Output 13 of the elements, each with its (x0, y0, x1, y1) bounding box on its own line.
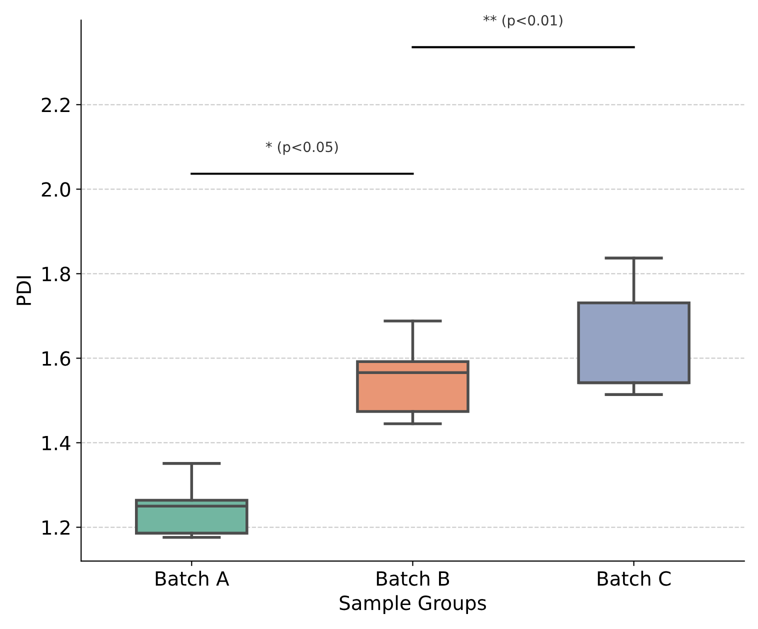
y-tick-label: 1.8 (42, 266, 70, 282)
y-tick-label: 1.2 (42, 520, 70, 535)
x-axis-title: Sample Groups (340, 595, 486, 614)
annotation: * (p<0.05) (266, 141, 338, 155)
x-tick-label: Batch C (598, 570, 671, 586)
y-tick-label: 1.4 (42, 436, 70, 450)
x-tick-label: Batch B (376, 570, 450, 586)
y-tick-label: 1.6 (42, 351, 70, 366)
y-tick-label: 2.2 (42, 98, 70, 112)
annotation: ** (p<0.01) (483, 14, 562, 28)
y-tick-label: 2.0 (42, 182, 70, 197)
y-axis-title: PDI (16, 276, 31, 305)
x-tick-label: Batch A (156, 570, 230, 586)
